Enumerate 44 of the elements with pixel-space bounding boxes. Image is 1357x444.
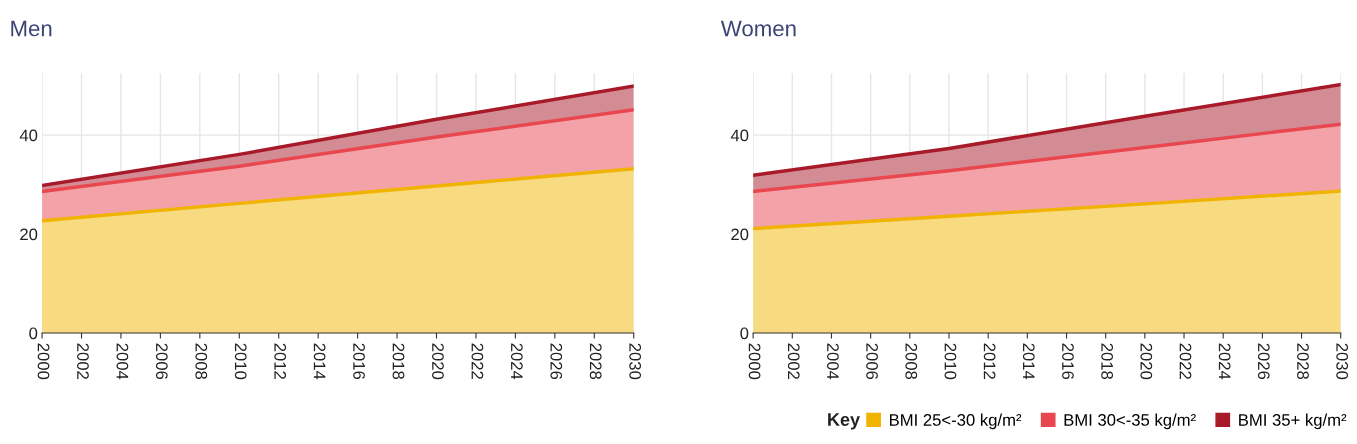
x-tick-label: 2028	[589, 343, 602, 380]
x-tick-label: 2012	[983, 343, 996, 379]
legend-label: BMI 35+ kg/m²	[1239, 413, 1347, 430]
x-tick-label: 2012	[274, 343, 287, 379]
chart-title: Men	[11, 20, 52, 37]
x-tick-label: 2002	[787, 343, 800, 379]
x-tick-label: 2010	[234, 343, 247, 380]
x-tick-label: 2024	[1218, 343, 1231, 380]
y-tick-label: 20	[20, 228, 38, 241]
x-tick-label: 2020	[432, 343, 444, 380]
x-tick-label: 2002	[77, 343, 89, 379]
y-tick-label: 40	[19, 129, 38, 142]
x-tick-label: 2000	[748, 343, 761, 380]
x-tick-label: 2016	[1062, 343, 1074, 380]
x-tick-label: 2026	[1257, 343, 1270, 380]
x-tick-label: 2024	[510, 343, 523, 380]
x-tick-label: 2004	[116, 343, 129, 380]
x-tick-label: 2018	[392, 343, 405, 380]
x-tick-label: 2010	[944, 343, 957, 380]
x-tick-label: 2022	[1179, 343, 1192, 379]
x-tick-label: 2028	[1297, 343, 1309, 380]
chart-title: Women	[720, 20, 796, 37]
y-tick-label: 20	[731, 228, 749, 241]
x-tick-label: 2006	[866, 343, 878, 380]
x-tick-label: 2014	[313, 343, 326, 380]
x-tick-label: 2026	[550, 343, 563, 380]
x-tick-label: 2018	[1101, 343, 1114, 380]
x-tick-label: 2022	[471, 343, 484, 379]
x-tick-label: 2008	[195, 343, 208, 380]
x-tick-label: 2014	[1022, 343, 1035, 380]
x-tick-label: 2030	[1336, 343, 1349, 380]
x-tick-label: 2030	[629, 343, 642, 380]
y-tick-label: 0	[740, 327, 749, 340]
x-tick-label: 2000	[37, 343, 50, 380]
x-tick-label: 2006	[155, 343, 168, 380]
x-tick-label: 2016	[353, 343, 365, 380]
x-tick-label: 2004	[827, 343, 839, 380]
legend-title: Key	[828, 413, 860, 430]
legend-label: BMI 30<-35 kg/m²	[1064, 413, 1196, 430]
y-tick-label: 40	[730, 129, 749, 142]
y-tick-label: 0	[29, 327, 38, 340]
x-tick-label: 2008	[905, 343, 918, 380]
legend-label: BMI 25<-30 kg/m²	[889, 413, 1022, 430]
x-tick-label: 2020	[1140, 343, 1153, 380]
